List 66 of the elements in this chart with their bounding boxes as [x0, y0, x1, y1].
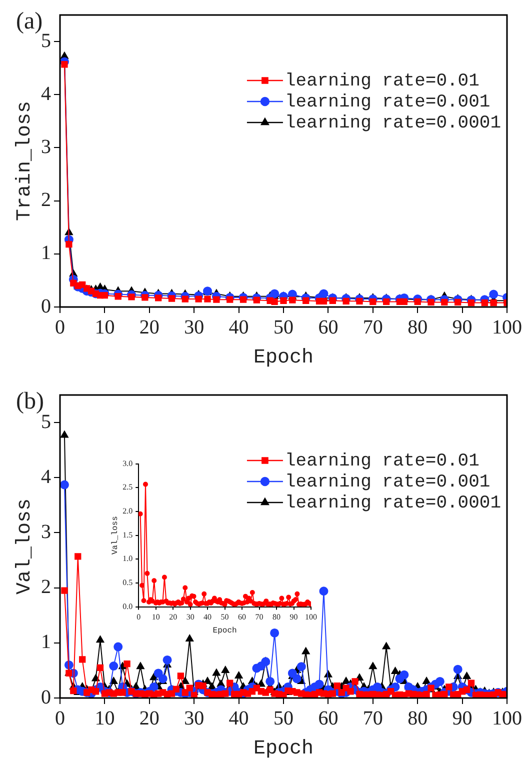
y-tick-label: 0 — [41, 686, 51, 708]
x-tick-label: 60 — [318, 707, 338, 730]
y-tick-label: 5 — [41, 410, 51, 433]
x-tick-label: 70 — [255, 612, 264, 622]
legend-label: learning rate=0.001 — [284, 92, 490, 112]
y-tick-label: 3 — [41, 136, 51, 158]
x-tick-label: 20 — [139, 316, 160, 338]
legend-label: learning rate=0.0001 — [284, 113, 502, 134]
x-tick-label: 50 — [274, 707, 294, 730]
text: (a) — [16, 8, 43, 34]
y-tick-label: 0.5 — [122, 578, 133, 588]
x-tick-label: 90 — [290, 612, 298, 622]
legend-label: learning rate=0.001 — [284, 472, 490, 492]
y-tick-label: 1 — [41, 631, 51, 654]
y-tick-label: 2 — [41, 189, 51, 212]
y-tick-label: 2.0 — [122, 506, 133, 516]
x-tick-label: 100 — [492, 316, 522, 338]
y-tick-label: 1.0 — [122, 554, 133, 564]
y-tick-label: 0 — [41, 295, 51, 318]
legend-label: learning rate=0.01 — [284, 71, 480, 92]
text: (b) — [16, 388, 44, 414]
x-axis-title: Epoch — [212, 626, 237, 636]
y-tick-label: 2.5 — [122, 482, 133, 492]
x-tick-label: 30 — [186, 612, 194, 622]
x-tick-label: 10 — [94, 707, 115, 730]
legend-label: learning rate=0.01 — [284, 451, 480, 472]
x-tick-label: 70 — [362, 316, 383, 338]
x-tick-label: 80 — [408, 316, 428, 338]
x-axis-title: Epoch — [253, 346, 314, 370]
y-axis-title: Train_loss — [13, 100, 36, 222]
y-axis-title: Val_loss — [110, 516, 120, 555]
x-tick-label: 90 — [452, 707, 472, 730]
x-tick-label: 30 — [184, 316, 204, 338]
y-tick-label: 2 — [41, 576, 51, 598]
x-tick-label: 10 — [94, 316, 115, 338]
y-tick-label: 3 — [41, 520, 51, 543]
x-tick-label: 50 — [274, 316, 294, 338]
x-tick-label: 100 — [492, 707, 522, 730]
x-tick-label: 80 — [408, 707, 428, 730]
y-tick-label: 5 — [41, 30, 51, 52]
x-tick-label: 50 — [220, 612, 229, 622]
x-tick-label: 100 — [305, 612, 317, 622]
x-tick-label: 10 — [152, 612, 160, 622]
x-tick-label: 60 — [238, 612, 246, 622]
x-tick-label: 70 — [362, 707, 383, 730]
x-axis-title: Epoch — [253, 737, 314, 760]
y-axis-title: Val_loss — [13, 498, 36, 595]
y-tick-label: 0.0 — [122, 602, 133, 611]
x-tick-label: 20 — [169, 612, 178, 622]
y-tick-label: 4 — [41, 82, 51, 105]
x-tick-label: 0 — [55, 707, 65, 730]
x-tick-label: 40 — [228, 707, 249, 730]
x-tick-label: 20 — [139, 707, 160, 730]
y-tick-label: 1.5 — [122, 530, 133, 540]
x-tick-label: 80 — [272, 612, 281, 622]
y-tick-label: 4 — [41, 466, 51, 488]
x-tick-label: 30 — [184, 707, 204, 730]
x-tick-label: 90 — [452, 316, 472, 338]
legend-label: learning rate=0.0001 — [284, 493, 502, 514]
x-tick-label: 0 — [55, 316, 65, 338]
x-tick-label: 40 — [228, 316, 249, 338]
x-tick-label: 40 — [204, 612, 212, 622]
y-tick-label: 1 — [41, 242, 51, 264]
x-tick-label: 0 — [136, 612, 141, 622]
y-tick-label: 3.0 — [122, 458, 133, 468]
x-tick-label: 60 — [318, 316, 338, 338]
